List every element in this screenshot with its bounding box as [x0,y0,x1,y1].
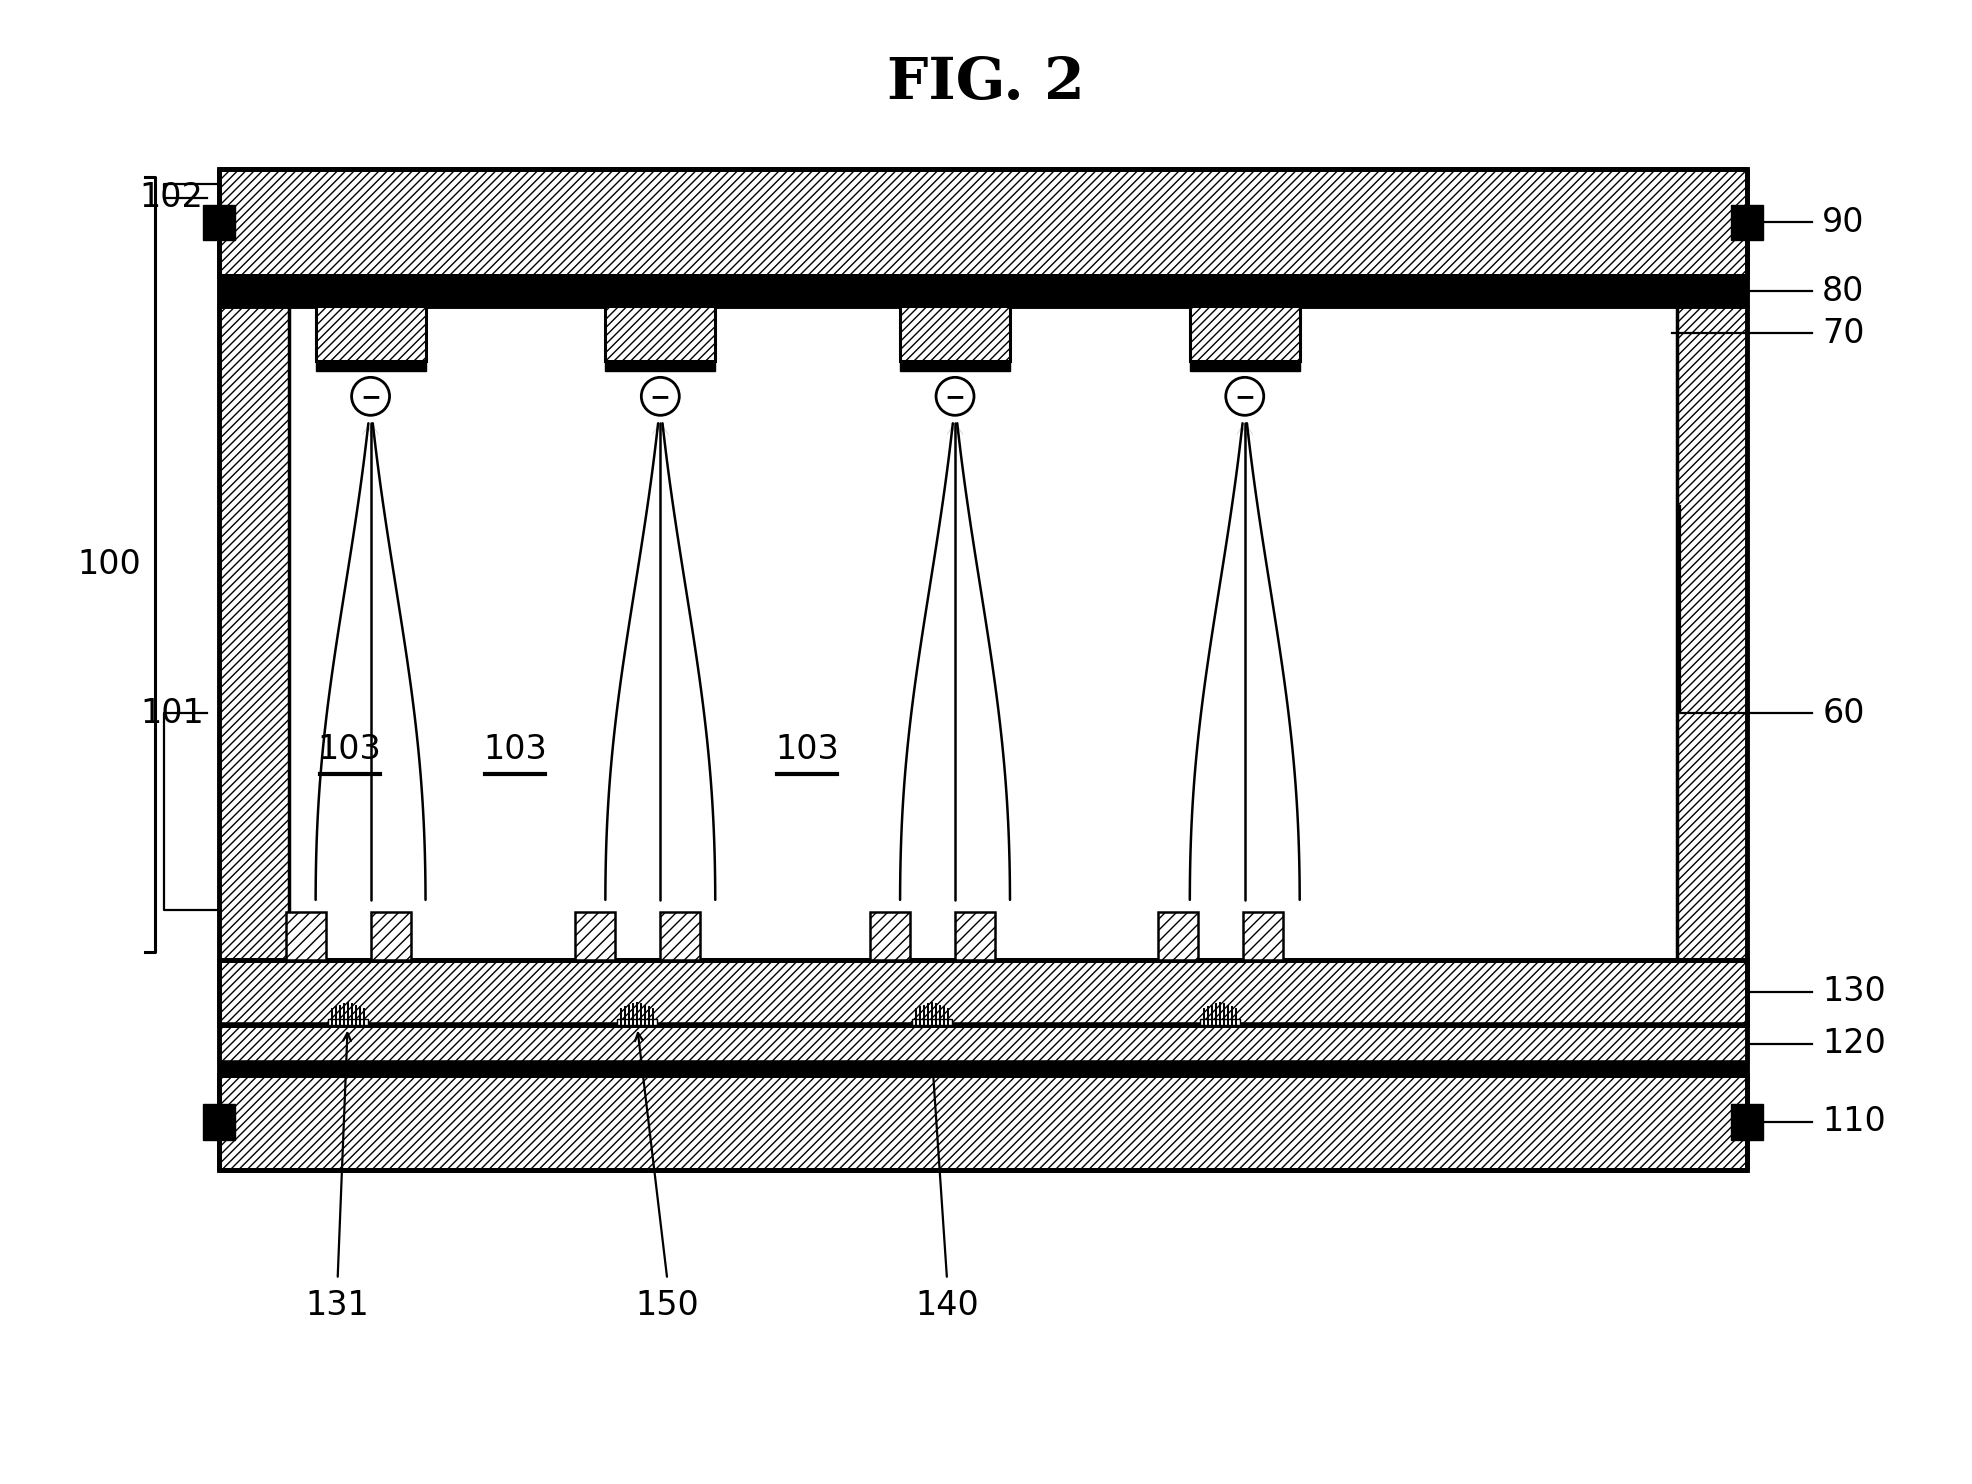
Bar [203,1104,235,1140]
Text: 110: 110 [1822,1106,1885,1138]
Bar [870,911,909,960]
Circle shape [351,377,390,416]
Bar [913,1018,952,1025]
Text: 130: 130 [1822,975,1885,1008]
Text: 131: 131 [306,1290,369,1322]
Text: 100: 100 [77,548,140,580]
Bar [219,1025,1747,1063]
Text: 70: 70 [1822,318,1866,350]
Bar [316,306,426,362]
Bar [899,306,1010,362]
Bar [1242,911,1282,960]
Bar [617,1018,657,1025]
Bar [219,276,1747,306]
Text: −: − [1234,386,1256,410]
Bar [219,306,288,960]
Text: 140: 140 [915,1290,978,1322]
Bar [661,911,700,960]
Text: FIG. 2: FIG. 2 [887,55,1085,111]
Text: 90: 90 [1822,206,1866,239]
Bar [1678,306,1747,960]
Text: −: − [361,386,381,410]
Bar [605,306,716,362]
Text: −: − [945,386,966,410]
Text: 120: 120 [1822,1027,1885,1060]
Bar [219,960,1747,1025]
Bar [286,911,325,960]
Text: 150: 150 [635,1290,700,1322]
Bar [1189,306,1300,362]
Bar [1158,911,1197,960]
Bar [316,362,426,371]
Circle shape [641,377,678,416]
Text: 103: 103 [483,733,548,767]
Bar [219,169,1747,276]
Bar [219,1074,1747,1169]
Bar [219,1063,1747,1074]
Bar [899,362,1010,371]
Circle shape [1227,377,1264,416]
Text: 103: 103 [775,733,838,767]
Bar [576,911,615,960]
Text: 102: 102 [140,181,203,214]
Bar [327,1018,367,1025]
Bar [605,362,716,371]
Text: −: − [651,386,670,410]
Bar [1199,1018,1240,1025]
Bar [1731,1104,1763,1140]
Text: 101: 101 [140,696,203,730]
Text: 80: 80 [1822,275,1866,307]
Bar [1731,205,1763,240]
Bar [371,911,410,960]
Text: 60: 60 [1822,696,1866,730]
Bar [954,911,996,960]
Bar [219,276,1747,306]
Text: 103: 103 [317,733,381,767]
Circle shape [937,377,974,416]
Bar [203,205,235,240]
Bar [1189,362,1300,371]
